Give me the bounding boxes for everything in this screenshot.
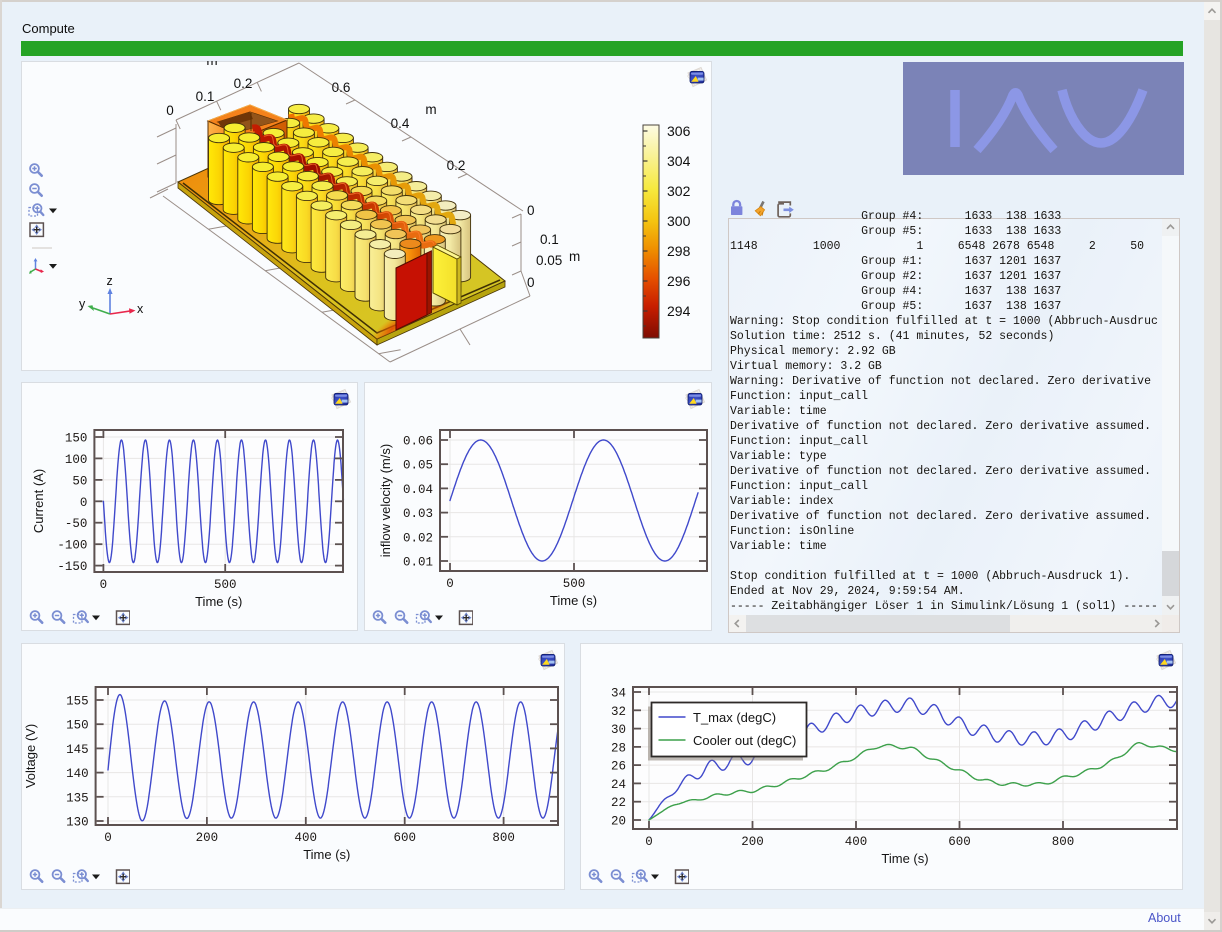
svg-text:0.04: 0.04	[403, 483, 433, 497]
svg-text:0: 0	[446, 577, 454, 591]
svg-text:800: 800	[1052, 835, 1075, 849]
svg-text:Time (s): Time (s)	[303, 847, 350, 862]
svg-text:-150: -150	[57, 560, 87, 574]
svg-text:Current (A): Current (A)	[31, 469, 46, 533]
svg-text:0: 0	[527, 203, 535, 218]
svg-text:298: 298	[667, 243, 691, 259]
svg-text:200: 200	[196, 831, 219, 845]
svg-text:100: 100	[65, 453, 88, 467]
svg-text:34: 34	[611, 687, 626, 701]
svg-text:-50: -50	[65, 517, 88, 531]
svg-text:20: 20	[611, 815, 626, 829]
svg-text:296: 296	[667, 273, 691, 289]
svg-text:294: 294	[667, 303, 691, 319]
svg-text:T_max (degC): T_max (degC)	[693, 710, 776, 725]
svg-text:140: 140	[66, 767, 89, 781]
svg-text:Time (s): Time (s)	[550, 593, 597, 608]
svg-text:150: 150	[65, 432, 88, 446]
svg-text:600: 600	[393, 831, 416, 845]
svg-text:130: 130	[66, 816, 89, 830]
svg-text:30: 30	[611, 723, 626, 737]
svg-text:0.2: 0.2	[234, 76, 253, 91]
svg-text:300: 300	[667, 213, 691, 229]
svg-text:200: 200	[741, 835, 764, 849]
svg-text:x: x	[137, 302, 144, 316]
svg-text:145: 145	[66, 743, 89, 757]
svg-text:28: 28	[611, 741, 626, 755]
svg-text:m: m	[569, 249, 580, 264]
svg-text:500: 500	[563, 577, 586, 591]
svg-text:Cooler out (degC): Cooler out (degC)	[693, 733, 796, 748]
svg-text:155: 155	[66, 695, 89, 709]
svg-text:32: 32	[611, 705, 626, 719]
svg-text:600: 600	[948, 835, 971, 849]
svg-text:150: 150	[66, 719, 89, 733]
svg-text:0.03: 0.03	[403, 507, 433, 521]
svg-text:z: z	[107, 274, 113, 288]
svg-text:0: 0	[645, 835, 653, 849]
svg-text:306: 306	[667, 123, 691, 139]
svg-text:Voltage (V): Voltage (V)	[23, 724, 38, 788]
svg-text:0: 0	[80, 496, 88, 510]
svg-text:Time (s): Time (s)	[195, 594, 242, 609]
svg-text:0.6: 0.6	[332, 80, 351, 95]
svg-text:24: 24	[611, 778, 626, 792]
svg-text:302: 302	[667, 183, 691, 199]
svg-text:0: 0	[166, 103, 174, 118]
svg-text:0: 0	[100, 578, 108, 592]
svg-text:400: 400	[845, 835, 868, 849]
svg-text:Time (s): Time (s)	[881, 851, 928, 866]
svg-text:135: 135	[66, 791, 89, 805]
svg-text:0.1: 0.1	[196, 89, 215, 104]
svg-text:26: 26	[611, 760, 626, 774]
svg-text:0.05: 0.05	[403, 459, 433, 473]
svg-text:500: 500	[214, 578, 237, 592]
svg-text:0: 0	[104, 831, 112, 845]
svg-text:y: y	[79, 297, 86, 311]
svg-text:0: 0	[527, 275, 535, 290]
svg-text:0.01: 0.01	[403, 556, 433, 570]
svg-text:800: 800	[492, 831, 515, 845]
svg-text:inflow velocity (m/s): inflow velocity (m/s)	[378, 444, 393, 557]
svg-text:m: m	[425, 102, 436, 117]
svg-text:50: 50	[72, 474, 87, 488]
svg-text:m: m	[206, 61, 217, 68]
svg-text:0.05: 0.05	[536, 253, 562, 268]
svg-text:0.1: 0.1	[540, 232, 559, 247]
svg-text:400: 400	[295, 831, 318, 845]
svg-text:-100: -100	[57, 539, 87, 553]
svg-text:0.02: 0.02	[403, 531, 433, 545]
svg-text:304: 304	[667, 153, 691, 169]
svg-text:0.2: 0.2	[447, 158, 466, 173]
svg-text:22: 22	[611, 796, 626, 810]
svg-text:0.06: 0.06	[403, 435, 433, 449]
svg-text:0.4: 0.4	[391, 116, 410, 131]
